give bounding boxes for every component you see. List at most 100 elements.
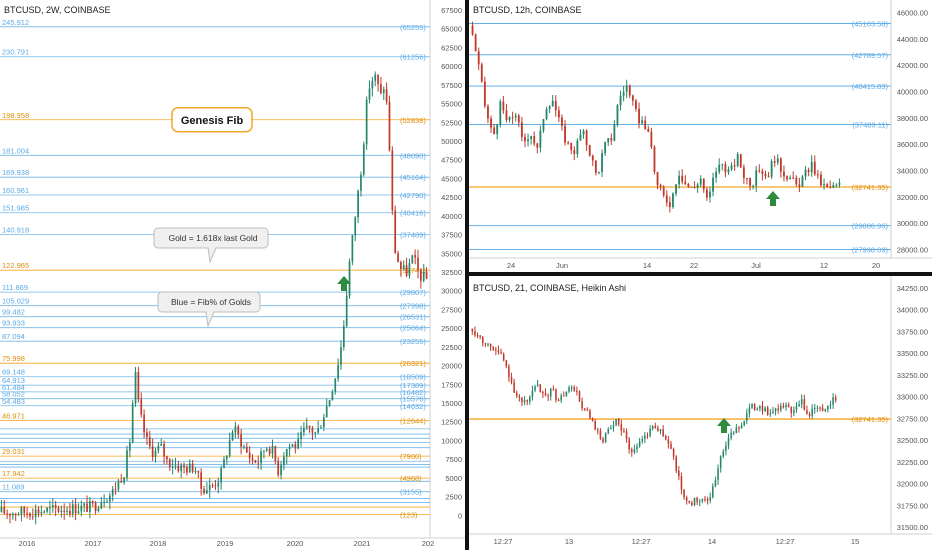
price-tick-label: 47500 bbox=[441, 156, 462, 165]
up-arrow-icon bbox=[717, 418, 731, 433]
candle-body bbox=[810, 161, 813, 173]
candle-body bbox=[3, 507, 6, 514]
candles-heikin-ashi bbox=[471, 326, 837, 507]
candle-body bbox=[709, 497, 711, 501]
candle-body bbox=[576, 140, 579, 154]
candle-body bbox=[787, 404, 790, 407]
candle-body bbox=[616, 105, 619, 125]
time-tick-label: Jul bbox=[751, 261, 761, 270]
candle-body bbox=[539, 384, 542, 393]
level-right-label: (7900) bbox=[400, 452, 422, 461]
candle-body bbox=[715, 171, 718, 178]
candle-body bbox=[471, 328, 474, 332]
level-right-label: (23255) bbox=[400, 337, 426, 346]
candle-body bbox=[684, 181, 687, 185]
candle-body bbox=[374, 74, 377, 81]
candle-body bbox=[786, 176, 788, 180]
candle-body bbox=[548, 106, 551, 110]
candle-body bbox=[263, 450, 265, 452]
candle-body bbox=[780, 405, 782, 411]
genesis-fib-label: Genesis Fib bbox=[181, 115, 244, 127]
level-right-label: (45164) bbox=[400, 173, 426, 182]
candle-body bbox=[764, 173, 767, 177]
candle-body bbox=[534, 386, 536, 391]
pane-divider-horizontal[interactable] bbox=[469, 272, 932, 276]
candle-body bbox=[753, 403, 756, 410]
candle-body bbox=[651, 425, 654, 429]
candle-body bbox=[483, 81, 486, 107]
candle-body bbox=[526, 400, 528, 402]
chart-pane-12h[interactable]: (45163.58) (42789.57) (40415.83) (37489.11)… bbox=[469, 0, 932, 272]
candle-body bbox=[722, 451, 725, 457]
candle-body bbox=[380, 84, 382, 94]
candle-body bbox=[680, 476, 683, 490]
candle-body bbox=[549, 388, 552, 397]
candle-body bbox=[214, 485, 217, 487]
candle-body bbox=[801, 176, 804, 187]
candle-body bbox=[586, 409, 589, 411]
chart-heikin-ashi-svg[interactable]: (32741.35) 34250.00 34000.00 33750.00 33500.… bbox=[469, 276, 932, 550]
level-right-label: (16482) bbox=[400, 388, 426, 397]
candle-body bbox=[714, 480, 717, 487]
price-tick-label: 33500.00 bbox=[897, 349, 928, 358]
price-tick-label: 34250.00 bbox=[897, 284, 928, 293]
candle-body bbox=[793, 410, 795, 413]
candle-body bbox=[594, 421, 596, 430]
price-tick-label: 5000 bbox=[445, 474, 462, 483]
price-tick-label: 30000 bbox=[441, 287, 462, 296]
candle-body bbox=[29, 513, 31, 517]
candle-body bbox=[314, 432, 317, 434]
candle-body bbox=[123, 477, 125, 483]
candle-body bbox=[160, 443, 163, 446]
candle-body bbox=[320, 427, 322, 429]
chart-2w-svg[interactable]: 245.912 (65255) 230.791 (61256) 198.958 (5283… bbox=[0, 0, 465, 550]
candle-body bbox=[334, 378, 337, 392]
candle-body bbox=[325, 406, 328, 418]
candle-body bbox=[644, 120, 647, 129]
candle-body bbox=[234, 426, 237, 433]
candle-body bbox=[570, 142, 573, 151]
price-tick-label: 57500 bbox=[441, 81, 462, 90]
time-tick-label: 2017 bbox=[85, 539, 102, 548]
candle-body bbox=[499, 101, 502, 125]
genesis-fib-label-box[interactable] bbox=[171, 107, 253, 133]
level-right-label: (14632) bbox=[400, 402, 426, 411]
candle-body bbox=[542, 119, 545, 131]
candle-body bbox=[672, 193, 674, 208]
candle-body bbox=[51, 504, 54, 508]
candle-body bbox=[200, 472, 203, 489]
candle-body bbox=[480, 64, 483, 82]
candle-body bbox=[551, 100, 554, 107]
candle-body bbox=[237, 426, 240, 435]
candle-body bbox=[597, 429, 599, 431]
candle-body bbox=[148, 437, 151, 447]
candle-body bbox=[808, 414, 811, 416]
candle-body bbox=[345, 295, 348, 326]
time-tick-label: 2018 bbox=[150, 539, 167, 548]
candle-body bbox=[194, 470, 197, 472]
level-left-label: 198.958 bbox=[2, 111, 29, 120]
chart-pane-heikin-ashi[interactable]: (32741.35) 34250.00 34000.00 33750.00 33500.… bbox=[469, 276, 932, 550]
candle-body bbox=[484, 343, 487, 345]
price-tick-label: 17500 bbox=[441, 380, 462, 389]
candle-body bbox=[481, 336, 484, 344]
price-tick-label: 20000 bbox=[441, 362, 462, 371]
candle-body bbox=[100, 502, 103, 509]
candle-body bbox=[183, 465, 185, 468]
pane-divider-vertical[interactable] bbox=[465, 0, 469, 550]
candle-body bbox=[701, 499, 704, 502]
candle-body bbox=[806, 410, 808, 415]
candle-body bbox=[688, 500, 691, 503]
chart-pane-2w[interactable]: 245.912 (65255) 230.791 (61256) 198.958 (5283… bbox=[0, 0, 465, 550]
candle-body bbox=[248, 452, 251, 459]
candle-body bbox=[622, 91, 625, 96]
candle-body bbox=[665, 195, 668, 203]
level-right-label: (26531) bbox=[400, 313, 426, 322]
chart-12h-svg[interactable]: (45163.58) (42789.57) (40415.83) (37489.11)… bbox=[469, 0, 932, 272]
price-tick-label: 42500 bbox=[441, 193, 462, 202]
level-right-label: (42790) bbox=[400, 191, 426, 200]
candle-body bbox=[479, 335, 481, 337]
candle-body bbox=[49, 507, 51, 509]
candle-body bbox=[696, 497, 698, 502]
candle-body bbox=[206, 490, 208, 494]
